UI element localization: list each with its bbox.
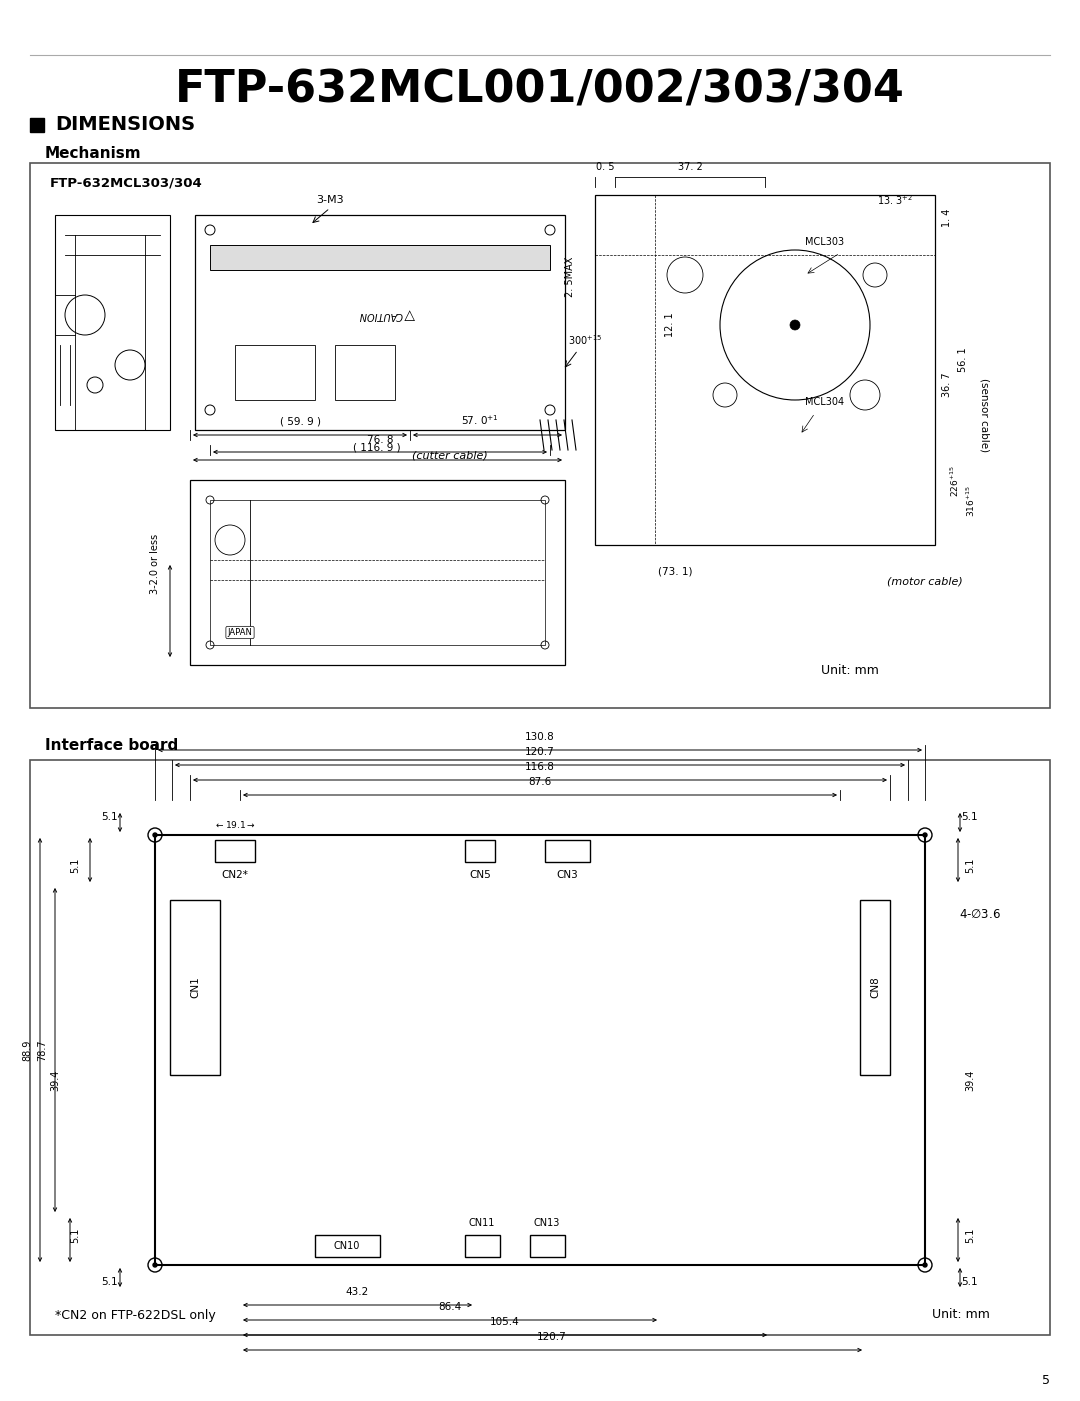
Text: 88.9: 88.9	[22, 1040, 32, 1061]
Circle shape	[923, 1262, 927, 1267]
Text: 5: 5	[1042, 1373, 1050, 1387]
Text: 3-M3: 3-M3	[316, 195, 343, 205]
Text: $226^{+15}$: $226^{+15}$	[949, 465, 961, 497]
Bar	[530, 1236, 565, 1257]
Text: 105.4: 105.4	[490, 1317, 519, 1327]
Text: 87.6: 87.6	[528, 778, 552, 787]
Circle shape	[923, 834, 927, 836]
Bar	[215, 841, 255, 862]
Text: (cutter cable): (cutter cable)	[413, 450, 488, 460]
Text: Interface board: Interface board	[45, 737, 178, 752]
Text: 5.1: 5.1	[966, 857, 975, 873]
Text: 39.4: 39.4	[50, 1069, 60, 1091]
Text: 5.1: 5.1	[70, 1227, 80, 1243]
Text: 78.7: 78.7	[37, 1040, 48, 1061]
Text: 86.4: 86.4	[438, 1302, 461, 1311]
Bar	[156, 835, 924, 1265]
Text: 37. 2: 37. 2	[677, 163, 702, 172]
Bar	[545, 841, 590, 862]
Bar	[860, 899, 890, 1075]
Text: $\leftarrow$19.1$\rightarrow$: $\leftarrow$19.1$\rightarrow$	[214, 820, 256, 829]
Text: 13. 3$^{+2}$: 13. 3$^{+2}$	[877, 193, 913, 207]
Text: 5.1: 5.1	[966, 1227, 975, 1243]
Text: 3-2.0 or less: 3-2.0 or less	[150, 534, 160, 594]
Text: CN8: CN8	[870, 976, 880, 998]
Bar	[190, 481, 565, 665]
Bar	[210, 245, 550, 270]
Text: JAPAN: JAPAN	[228, 628, 253, 637]
Bar	[210, 500, 545, 644]
Bar	[465, 841, 495, 862]
Text: MCL304: MCL304	[806, 396, 845, 408]
Text: ( 59. 9 ): ( 59. 9 )	[280, 417, 321, 427]
Text: 120.7: 120.7	[537, 1332, 567, 1342]
Text: 12. 1: 12. 1	[665, 312, 675, 338]
Circle shape	[789, 319, 800, 331]
Text: *CN2 on FTP-622DSL only: *CN2 on FTP-622DSL only	[55, 1309, 216, 1321]
Text: Mechanism: Mechanism	[45, 146, 141, 161]
Bar	[170, 899, 220, 1075]
Bar	[55, 214, 170, 430]
Bar	[465, 1236, 500, 1257]
Text: Unit: mm: Unit: mm	[821, 664, 879, 677]
Text: CN3: CN3	[556, 870, 578, 880]
Text: 36. 7: 36. 7	[942, 373, 951, 396]
Bar	[315, 1236, 380, 1257]
Text: (73. 1): (73. 1)	[658, 567, 692, 577]
Text: 116.8: 116.8	[525, 762, 555, 772]
Text: (motor cable): (motor cable)	[887, 577, 963, 587]
Text: $300^{+15}$: $300^{+15}$	[568, 333, 603, 347]
Text: 5.1: 5.1	[961, 813, 978, 822]
Text: ( 116. 9 ): ( 116. 9 )	[353, 441, 401, 453]
Text: $316^{+15}$: $316^{+15}$	[964, 485, 977, 517]
Text: 5.1: 5.1	[102, 1276, 119, 1288]
Text: 43.2: 43.2	[346, 1288, 368, 1297]
Text: 57. 0$^{+1}$: 57. 0$^{+1}$	[461, 413, 499, 427]
Circle shape	[153, 1262, 157, 1267]
Bar	[335, 345, 395, 401]
Text: 56. 1: 56. 1	[958, 347, 968, 373]
Text: 120.7: 120.7	[525, 747, 555, 757]
Text: CAUTION: CAUTION	[357, 310, 402, 319]
Bar	[30, 118, 44, 132]
Text: Unit: mm: Unit: mm	[932, 1309, 990, 1321]
Bar	[30, 759, 1050, 1335]
Text: (sensor cable): (sensor cable)	[980, 378, 990, 453]
Text: CN2*: CN2*	[221, 870, 248, 880]
Text: MCL303: MCL303	[806, 237, 845, 247]
Bar	[595, 195, 935, 545]
Circle shape	[153, 834, 157, 836]
Text: CN1: CN1	[190, 976, 200, 998]
Text: 1. 4: 1. 4	[942, 209, 951, 227]
Text: CN10: CN10	[334, 1241, 361, 1251]
Text: CN5: CN5	[469, 870, 491, 880]
Text: 4-$\varnothing$3.6: 4-$\varnothing$3.6	[959, 908, 1001, 922]
Text: 76. 8: 76. 8	[367, 434, 393, 446]
Text: 39.4: 39.4	[966, 1069, 975, 1091]
Text: 2. 5MAX: 2. 5MAX	[565, 256, 575, 297]
Bar	[195, 214, 565, 430]
Text: 130.8: 130.8	[525, 731, 555, 743]
Bar	[30, 163, 1050, 708]
Text: CN13: CN13	[534, 1217, 561, 1229]
Text: FTP-632MCL303/304: FTP-632MCL303/304	[50, 177, 203, 189]
Text: DIMENSIONS: DIMENSIONS	[55, 115, 195, 134]
Bar	[235, 345, 315, 401]
Text: CN11: CN11	[469, 1217, 496, 1229]
Text: 5.1: 5.1	[70, 857, 80, 873]
Text: 5.1: 5.1	[102, 813, 119, 822]
Text: 0. 5: 0. 5	[596, 163, 615, 172]
Text: ▽: ▽	[405, 308, 416, 322]
Text: FTP-632MCL001/002/303/304: FTP-632MCL001/002/303/304	[175, 69, 905, 112]
Text: 5.1: 5.1	[961, 1276, 978, 1288]
